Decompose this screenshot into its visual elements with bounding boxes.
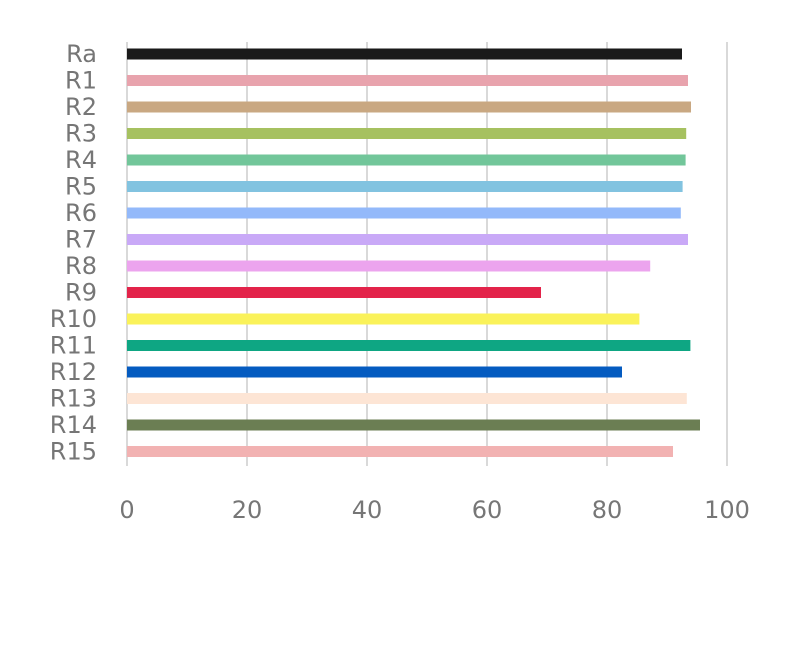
bar-r2 — [127, 101, 691, 113]
category-label-r11: R11 — [50, 332, 97, 360]
x-tick-label: 0 — [119, 496, 134, 524]
bar-r15 — [127, 446, 673, 457]
bar-r10 — [127, 313, 640, 325]
category-label-r15: R15 — [50, 438, 97, 466]
bar-r13 — [127, 393, 687, 404]
bar-r14 — [127, 419, 700, 431]
category-label-r8: R8 — [65, 252, 97, 280]
category-label-r3: R3 — [65, 120, 97, 148]
bar-r4 — [127, 154, 686, 166]
bars — [127, 48, 700, 457]
bar-r3 — [127, 128, 687, 139]
category-label-r10: R10 — [50, 305, 97, 333]
x-axis-tick-labels: 0 20 40 60 80 100 — [119, 496, 750, 524]
bar-r7 — [127, 234, 688, 245]
bar-r8 — [127, 260, 651, 272]
category-label-r12: R12 — [50, 358, 97, 386]
bar-r9 — [127, 287, 541, 298]
x-tick-label: 40 — [352, 496, 383, 524]
category-label-r13: R13 — [50, 385, 97, 413]
category-label-r7: R7 — [65, 226, 97, 254]
category-label-r2: R2 — [65, 93, 97, 121]
bar-ra — [127, 48, 682, 60]
category-label-r5: R5 — [65, 173, 97, 201]
bar-r12 — [127, 366, 622, 378]
bar-r1 — [127, 75, 688, 86]
x-tick-label: 80 — [592, 496, 623, 524]
x-tick-label: 20 — [232, 496, 263, 524]
bar-r5 — [127, 181, 683, 192]
category-label-ra: Ra — [66, 40, 97, 68]
category-label-r4: R4 — [65, 146, 97, 174]
bar-r11 — [127, 340, 691, 351]
x-tick-label: 60 — [472, 496, 503, 524]
category-label-r14: R14 — [50, 411, 97, 439]
category-label-r9: R9 — [65, 279, 97, 307]
category-label-r6: R6 — [65, 199, 97, 227]
x-tick-label: 100 — [704, 496, 750, 524]
bar-r6 — [127, 207, 681, 219]
category-label-r1: R1 — [65, 67, 97, 95]
